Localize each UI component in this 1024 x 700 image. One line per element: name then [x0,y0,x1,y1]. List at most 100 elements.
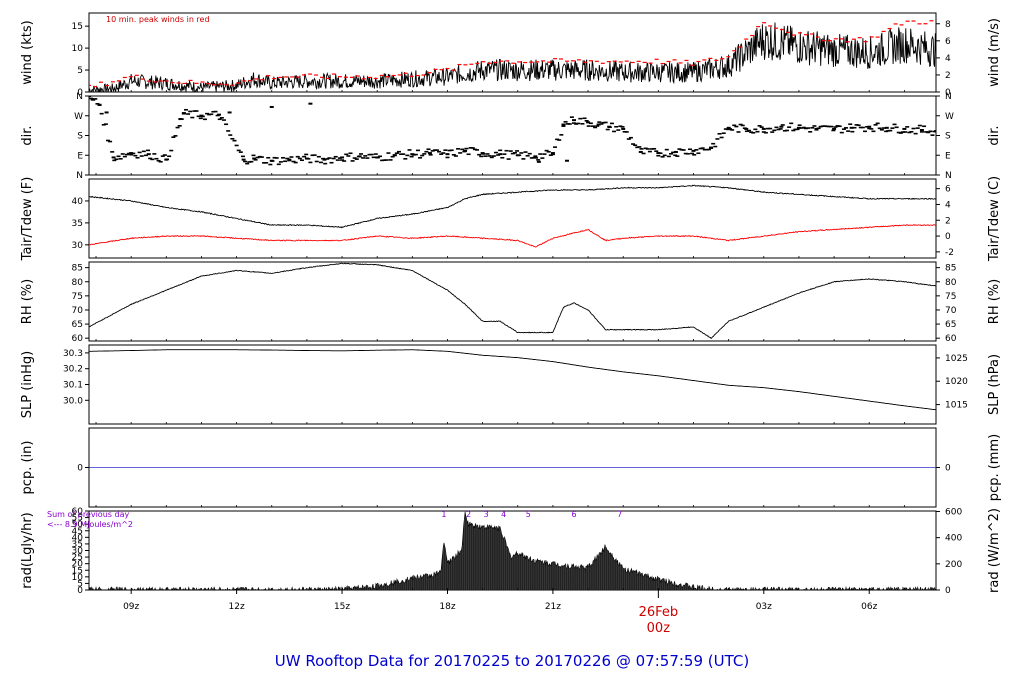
direction-dash [202,118,207,121]
y-axis-label-right: pcp. (mm) [987,434,1002,501]
direction-dash [331,157,336,160]
panel-annotation-line: Sum of previous day [47,510,129,519]
direction-dash [662,154,667,157]
direction-dash [563,121,568,123]
peak-wind-mark [236,82,241,84]
time-tick-label: 06z [861,602,877,612]
peak-wind-mark [648,62,653,64]
hour-marker: 5 [526,510,531,519]
direction-dash [772,129,777,132]
direction-dash [165,158,170,161]
direction-dash [504,149,509,152]
y-tick-label-left: 0 [77,88,83,98]
y-tick-label-right: 0 [945,232,951,242]
peak-wind-mark [355,75,360,77]
direction-point [814,127,819,130]
y-tick-label-left: 0 [77,464,83,474]
direction-dash [656,154,661,157]
direction-dash [888,129,893,132]
direction-dash [643,147,648,150]
direction-dash [443,149,448,151]
peak-wind-mark [875,36,880,38]
direction-dash [335,159,340,161]
direction-dash [181,112,186,114]
direction-dash [337,157,342,159]
peak-wind-mark [511,62,516,64]
peak-wind-mark [331,73,336,75]
peak-wind-mark [385,76,390,78]
direction-dash [597,121,602,123]
y-tick-label-left: E [77,151,83,161]
direction-dash [221,119,226,121]
direction-dash [759,126,764,128]
direction-dash [453,155,458,157]
direction-dash [647,150,652,153]
direction-dash [396,150,401,153]
direction-dash [753,128,758,131]
peak-wind-mark [170,82,175,84]
peak-wind-mark [140,78,145,80]
direction-dash [232,139,237,142]
direction-dash [546,150,551,153]
direction-dash [550,152,555,154]
direction-dash [806,127,811,129]
direction-dash [736,131,741,133]
peak-wind-mark [684,59,689,62]
direction-dash [567,123,572,125]
direction-point [656,152,661,155]
peak-wind-mark [750,34,755,37]
direction-dash [93,98,98,100]
direction-dash [143,154,148,157]
peak-wind-mark [314,74,319,76]
peak-wind-mark [660,62,665,65]
direction-dash [236,149,241,152]
direction-point [796,126,801,129]
direction-dash [493,151,498,154]
panel-pcp: pcp. (in) pcp. (mm) 0 0 [20,427,1002,508]
direction-dash [685,152,690,155]
y-tick-label-left: 55 [72,514,83,524]
direction-dash [770,131,775,133]
direction-dash [127,152,132,155]
peak-wind-mark [905,20,910,22]
direction-dash [468,147,473,149]
direction-dash [677,148,682,150]
peak-wind-mark [296,76,301,78]
direction-dash [886,130,891,132]
direction-point [199,114,204,117]
peak-wind-mark [863,41,868,43]
direction-dash [167,155,172,158]
direction-dash [749,131,754,133]
peak-wind-mark [475,62,480,64]
y-tick-label-right: W [945,112,954,122]
peak-wind-mark [535,61,540,63]
direction-dash [561,125,566,127]
direction-dash [624,131,629,133]
y-tick-label-left: N [76,92,83,102]
peak-wind-mark [845,41,850,43]
direction-dash [498,149,503,152]
direction-dash [91,99,96,101]
direction-dash [654,150,659,152]
page-title: UW Rooftop Data for 20170225 to 20170226… [275,652,749,670]
peak-wind-mark [672,59,677,61]
y-tick-label-left: 60 [72,334,84,344]
direction-point [340,156,345,159]
direction-point [129,152,134,155]
direction-dash [700,147,705,149]
panel-radiation: rad(Lgly/hr) rad (W/m^2)05101520253035404… [20,507,1002,596]
direction-dash [439,153,444,155]
direction-dash [154,157,159,160]
direction-dash [825,125,830,128]
direction-dash [671,151,676,154]
direction-dash [601,121,606,124]
y-tick-label-right: 65 [945,320,956,330]
direction-dash [603,121,608,124]
hour-marker: 7 [617,510,622,519]
direction-dash [856,124,861,127]
direction-dash [846,130,851,132]
peak-wind-mark [768,25,773,27]
direction-dash [540,157,545,159]
direction-dash [399,153,404,156]
direction-point [241,158,246,161]
